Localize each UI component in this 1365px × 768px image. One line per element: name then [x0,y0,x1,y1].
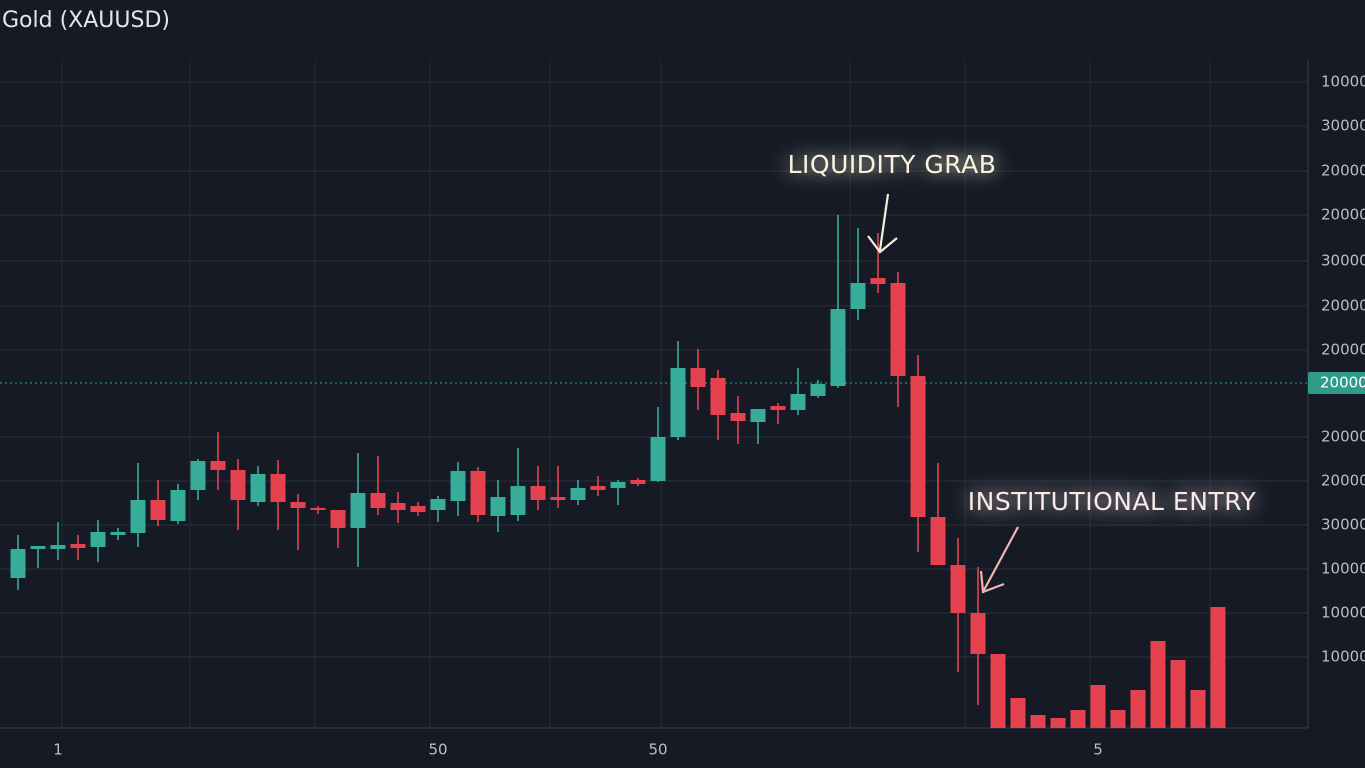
candle-body [450,471,466,501]
candle-body [710,378,726,415]
candle-body [590,486,606,490]
candle-body [890,283,906,376]
candle-body [130,500,146,533]
candle-body [630,480,646,484]
candle-body [610,482,626,488]
y-tick-label: 20000 [1321,206,1365,224]
candle-body [310,508,326,510]
candle-body [550,497,566,500]
candle-body [1090,685,1106,728]
y-tick-label: 30000 [1321,516,1365,534]
y-tick-label: 20000 [1321,428,1365,446]
candle-body [910,376,926,517]
candle-body [390,503,406,510]
candle-body [230,470,246,500]
candle-body [770,406,786,410]
candle-body [330,510,346,528]
candle-body [1110,710,1126,728]
candle-body [570,488,586,500]
x-tick-label: 5 [1093,741,1103,759]
candle-body [30,546,46,549]
y-tick-label: 30000 [1321,117,1365,135]
candle-body [790,394,806,410]
y-tick-label: 20000 [1321,162,1365,180]
candle-body [250,474,266,502]
candle-body [1190,690,1206,728]
annotation-arrow [867,193,898,254]
y-tick-label: 10000 [1321,604,1365,622]
candles [10,215,1226,728]
chart-title: Gold (XAUUSD) [2,8,170,33]
candle-body [1010,698,1026,728]
candle-body [670,368,686,437]
candle-body [850,283,866,309]
candle-body [410,506,426,512]
candle-body [990,654,1006,728]
candle-body [970,613,986,654]
candle-body [370,493,386,508]
candle-body [950,565,966,613]
grid [0,60,1308,728]
candle-body [210,461,226,470]
candle-body [430,499,446,510]
candle-body [1170,660,1186,728]
candle-body [350,493,366,528]
y-tick-label: 20000 [1321,341,1365,359]
candle-body [930,517,946,565]
current-price-badge [1308,372,1365,394]
candle-body [170,490,186,521]
current-price-label: 20000 [1320,374,1365,392]
annotation-arrow [979,526,1019,594]
y-tick-label: 30000 [1321,252,1365,270]
candle-body [650,437,666,481]
candle-body [50,545,66,549]
candle-body [1070,710,1086,728]
candle-body [1030,715,1046,728]
y-tick-label: 10000 [1321,648,1365,666]
x-tick-label: 1 [53,741,63,759]
candle-body [1130,690,1146,728]
candle-body [270,474,286,502]
candle-body [1050,718,1066,728]
candle-body [750,409,766,422]
candle-body [290,502,306,508]
candle-body [510,486,526,515]
candle-body [810,384,826,396]
candle-body [690,368,706,387]
candle-body [90,532,106,547]
y-tick-label: 10000 [1321,560,1365,578]
candle-body [830,309,846,386]
candle-body [470,471,486,515]
annotation: LIQUIDITY GRAB [788,150,997,179]
candle-body [70,544,86,548]
annotation: INSTITUTIONAL ENTRY [968,487,1257,516]
candle-body [490,497,506,516]
candle-body [530,486,546,500]
candle-body [150,500,166,520]
x-tick-label: 50 [648,741,667,759]
y-tick-label: 20000 [1321,297,1365,315]
candle-body [190,461,206,490]
candle-body [730,413,746,421]
y-tick-label: 10000 [1321,73,1365,91]
y-tick-label: 20000 [1321,472,1365,490]
candle-body [1150,641,1166,728]
candle-body [1210,607,1226,728]
candle-body [870,278,886,284]
candle-body [10,549,26,578]
x-tick-label: 50 [428,741,447,759]
candle-body [110,532,126,535]
